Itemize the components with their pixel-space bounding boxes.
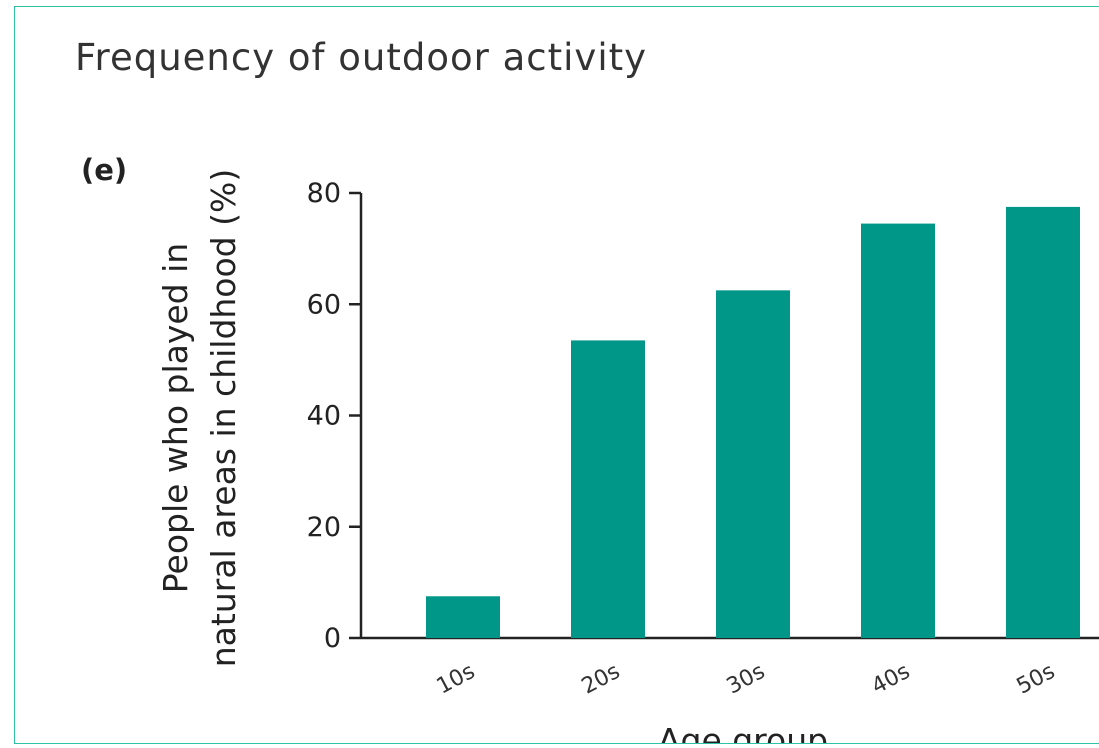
y-tick-label: 20: [307, 512, 341, 543]
y-tick-label: 60: [307, 289, 341, 320]
x-tick-label: 10s: [433, 659, 480, 700]
bar-20s: [571, 340, 645, 638]
y-axis-label: People who played in natural areas in ch…: [156, 169, 243, 667]
x-axis-label: Age group: [658, 721, 828, 744]
bar-chart: Frequency of outdoor activity (e) People…: [75, 36, 1099, 744]
bar-30s: [716, 290, 790, 638]
chart-title: Frequency of outdoor activity: [75, 36, 647, 79]
y-tick-label: 0: [324, 623, 341, 654]
bar-50s: [1006, 206, 1080, 638]
chart-frame: Frequency of outdoor activity (e) People…: [14, 6, 1099, 744]
bar-40s: [861, 223, 935, 638]
y-tick-label: 80: [307, 178, 341, 209]
x-tick-label: 20s: [578, 659, 625, 700]
y-axis-label-line1: People who played in: [156, 243, 195, 593]
bar-10s: [426, 596, 500, 638]
x-tick-label: 40s: [868, 659, 915, 700]
y-tick-label: 40: [307, 401, 341, 432]
x-tick-label: 50s: [1013, 659, 1060, 700]
y-axis-label-line2: natural areas in childhood (%): [204, 169, 243, 667]
x-tick-label: 30s: [723, 659, 770, 700]
panel-label: (e): [81, 153, 127, 187]
